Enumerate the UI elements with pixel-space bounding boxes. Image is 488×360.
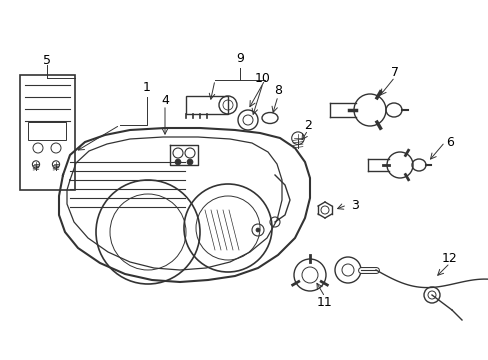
Bar: [28, 122, 66, 140]
Text: 11: 11: [317, 296, 332, 309]
Text: 7: 7: [390, 66, 398, 78]
Bar: [20, 75, 75, 190]
Text: 3: 3: [350, 198, 358, 212]
Text: 12: 12: [441, 252, 457, 265]
Text: 5: 5: [43, 54, 51, 67]
Circle shape: [186, 159, 193, 165]
Circle shape: [256, 228, 260, 232]
Text: 10: 10: [255, 72, 270, 85]
Text: 4: 4: [161, 94, 168, 107]
Text: 9: 9: [236, 51, 244, 64]
Bar: [185, 96, 227, 114]
Text: 6: 6: [445, 135, 453, 149]
Text: 8: 8: [273, 84, 282, 96]
Text: 1: 1: [143, 81, 151, 94]
Circle shape: [175, 159, 181, 165]
Text: 2: 2: [304, 118, 311, 131]
